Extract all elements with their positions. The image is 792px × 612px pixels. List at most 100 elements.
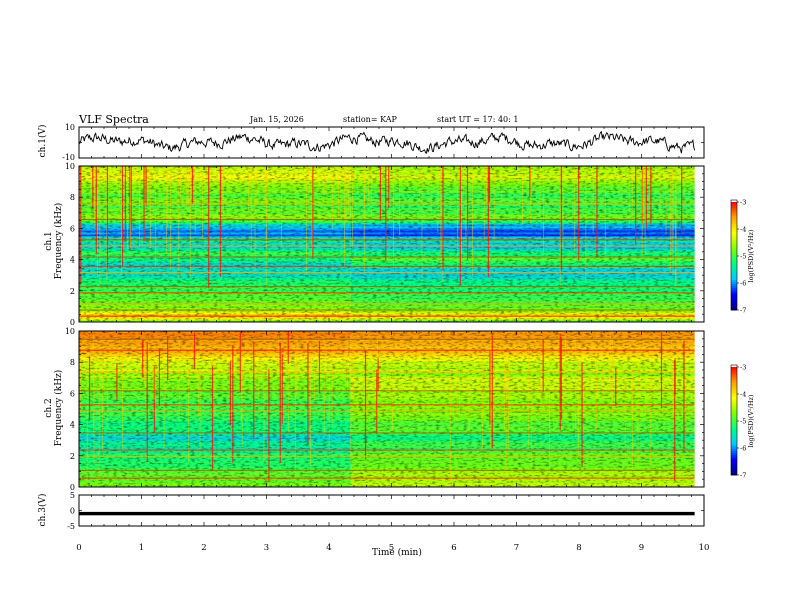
- sferic-streak: [80, 166, 82, 285]
- transmitter-line: [79, 239, 695, 241]
- sferic-streak: [99, 166, 101, 284]
- sferic-streak: [92, 166, 94, 208]
- sferic-streak: [650, 166, 652, 224]
- colorbar-step: [731, 379, 737, 382]
- colorbar-step: [731, 465, 737, 468]
- sferic-streak: [154, 342, 156, 401]
- sferic-streak: [331, 352, 333, 427]
- sferic-streak: [345, 166, 347, 225]
- sferic-streak: [671, 166, 673, 252]
- sferic-streak: [296, 335, 298, 387]
- sferic-streak: [644, 166, 646, 255]
- colorbar-step: [731, 270, 737, 273]
- sferic-streak: [398, 166, 400, 236]
- sferic-streak: [563, 363, 565, 405]
- sferic-streak: [155, 166, 157, 269]
- sferic-streak: [628, 166, 630, 228]
- sferic-streak: [565, 336, 566, 370]
- sferic-streak: [332, 166, 334, 230]
- sferic-streak: [631, 166, 633, 221]
- sferic-streak: [672, 361, 674, 407]
- colorbar-step: [731, 449, 737, 452]
- sferic-streak: [86, 363, 88, 487]
- colorbar-step: [731, 369, 737, 372]
- sferic-streak: [268, 369, 270, 482]
- transmitter-line: [79, 390, 695, 392]
- colorbar-step: [731, 212, 737, 215]
- colorbar-tick-label: -4: [740, 226, 746, 234]
- transmitter-line: [79, 286, 695, 288]
- sferic-streak: [351, 341, 353, 397]
- sferic-streak: [106, 166, 109, 269]
- colorbar-step: [731, 377, 737, 380]
- colorbar-step: [731, 389, 737, 392]
- ch2-colorbar: -3 -4 -5 -6 -7: [730, 364, 746, 480]
- sferic-streak: [488, 166, 491, 203]
- colorbar-step: [731, 391, 737, 394]
- colorbar-step: [731, 248, 737, 251]
- ch1-ytick-top: 10: [65, 123, 75, 132]
- sferic-streak: [557, 336, 559, 371]
- colorbar-step: [731, 240, 737, 243]
- colorbar-step: [731, 242, 737, 245]
- x-tick-label: 2: [201, 543, 206, 553]
- sferic-streak: [127, 166, 128, 250]
- transmitter-line: [79, 477, 695, 479]
- sferic-streak: [553, 363, 555, 432]
- sferic-streak: [595, 360, 597, 431]
- sferic-streak: [367, 166, 369, 202]
- sferic-streak: [486, 166, 487, 203]
- colorbar-step: [731, 306, 737, 309]
- colorbar-step: [731, 226, 737, 229]
- sferic-streak: [278, 335, 279, 367]
- sferic-streak: [641, 166, 643, 257]
- colorbar-step: [731, 216, 737, 219]
- colorbar-step: [731, 246, 737, 249]
- colorbar-step: [731, 262, 737, 265]
- spectrogram-blank-region: [694, 166, 704, 322]
- colorbar-step: [731, 413, 737, 416]
- colorbar-tick-label: -6: [740, 445, 746, 453]
- freq-tick-label: 2: [70, 287, 75, 296]
- colorbar-step: [731, 393, 737, 396]
- sferic-streak: [539, 166, 541, 217]
- sferic-streak: [560, 166, 562, 271]
- x-tick-label: 9: [639, 543, 644, 553]
- colorbar-step: [731, 395, 737, 398]
- colorbar-step: [731, 296, 737, 299]
- colorbar-step: [731, 230, 737, 233]
- x-tick-label: 10: [699, 543, 710, 553]
- sferic-streak: [645, 357, 646, 412]
- sferic-streak: [659, 166, 661, 211]
- freq-tick-label: 6: [70, 389, 75, 398]
- sferic-streak: [371, 166, 373, 216]
- transmitter-line: [79, 292, 695, 294]
- sferic-streak: [437, 166, 439, 232]
- spectrogram-blank-region: [694, 331, 704, 487]
- colorbar-step: [731, 387, 737, 390]
- sferic-streak: [429, 331, 431, 380]
- transmitter-line: [79, 265, 695, 267]
- sferic-streak: [578, 166, 580, 261]
- sferic-streak: [505, 356, 507, 471]
- sferic-streak: [139, 166, 141, 224]
- sferic-streak: [377, 358, 379, 392]
- colorbar-step: [731, 298, 737, 301]
- colorbar-step: [731, 264, 737, 267]
- colorbar-step: [731, 397, 737, 400]
- freq-tick-label: 10: [65, 327, 75, 336]
- sferic-streak: [193, 332, 196, 370]
- colorbar-step: [731, 258, 737, 261]
- freq-tick-label: 4: [70, 421, 75, 430]
- colorbar-step: [731, 435, 737, 438]
- sferic-streak: [560, 337, 562, 420]
- sferic-streak: [675, 166, 677, 286]
- sferic-streak: [670, 338, 672, 384]
- sferic-streak: [97, 166, 98, 277]
- colorbar-step: [731, 411, 737, 414]
- sferic-streak: [186, 166, 188, 209]
- sferic-streak: [201, 166, 203, 239]
- colorbar-tick-label: -5: [740, 418, 746, 426]
- sferic-streak: [611, 339, 613, 412]
- sferic-streak: [413, 337, 415, 412]
